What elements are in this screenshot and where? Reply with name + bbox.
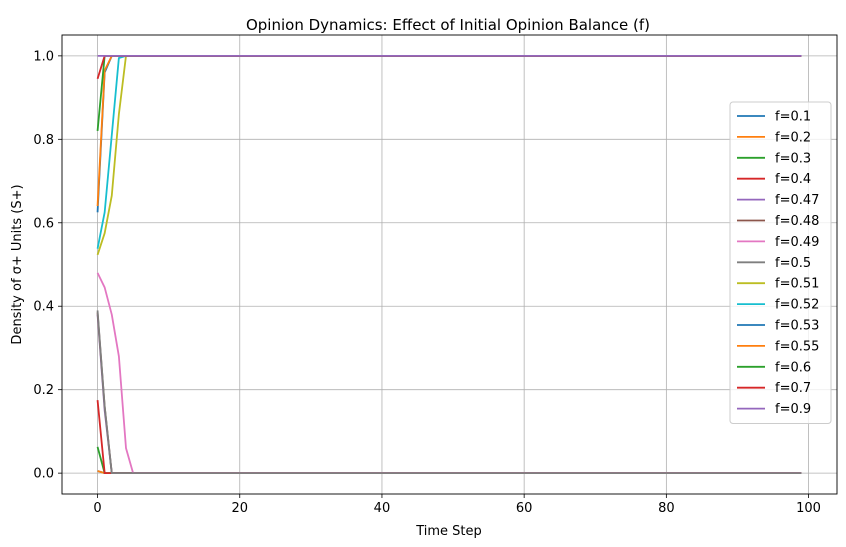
series-line-f=0.5 [96, 310, 802, 475]
legend-label: f=0.53 [775, 319, 819, 334]
legend-label: f=0.47 [775, 193, 819, 208]
y-tick-label: 0.0 [33, 467, 54, 482]
chart-title: Opinion Dynamics: Effect of Initial Opin… [246, 16, 650, 34]
legend-label: f=0.1 [775, 110, 811, 125]
plot-frame [61, 34, 838, 495]
y-tick-label: 0.6 [33, 216, 54, 231]
x-tick-label: 60 [516, 501, 533, 516]
y-tick-label: 0.8 [33, 133, 54, 148]
legend-label: f=0.4 [775, 172, 811, 187]
legend-label: f=0.3 [775, 151, 811, 166]
legend-label: f=0.52 [775, 298, 819, 313]
axis-ticks: 0 20 40 60 80 100 0.0 0.2 0.4 0.6 0.8 1.0 [33, 49, 821, 516]
legend-label: f=0.5 [775, 256, 811, 271]
legend-label: f=0.48 [775, 214, 819, 229]
x-axis-label: Time Step [415, 524, 482, 539]
x-tick-label: 40 [374, 501, 391, 516]
legend-label: f=0.2 [775, 130, 811, 145]
x-tick-label: 80 [658, 501, 675, 516]
legend-label: f=0.51 [775, 277, 819, 292]
legend-label: f=0.7 [775, 381, 811, 396]
plot-area [62, 35, 837, 494]
legend-label: f=0.6 [775, 360, 811, 375]
x-tick-label: 20 [231, 501, 248, 516]
legend: f=0.1 f=0.2 f=0.3 f=0.4 f=0.47 f=0.48 f=0.49 f=… [729, 101, 832, 424]
x-tick-label: 0 [93, 501, 101, 516]
y-tick-label: 0.4 [33, 300, 54, 315]
series-lines [96, 54, 802, 475]
legend-label: f=0.9 [775, 402, 811, 417]
legend-label: f=0.49 [775, 235, 819, 250]
x-tick-label: 100 [796, 501, 821, 516]
y-axis-label: Density of σ+ Units (S+) [10, 184, 25, 344]
y-tick-label: 1.0 [33, 49, 54, 64]
y-tick-label: 0.2 [33, 383, 54, 398]
legend-box [729, 101, 832, 424]
legend-label: f=0.55 [775, 339, 819, 354]
